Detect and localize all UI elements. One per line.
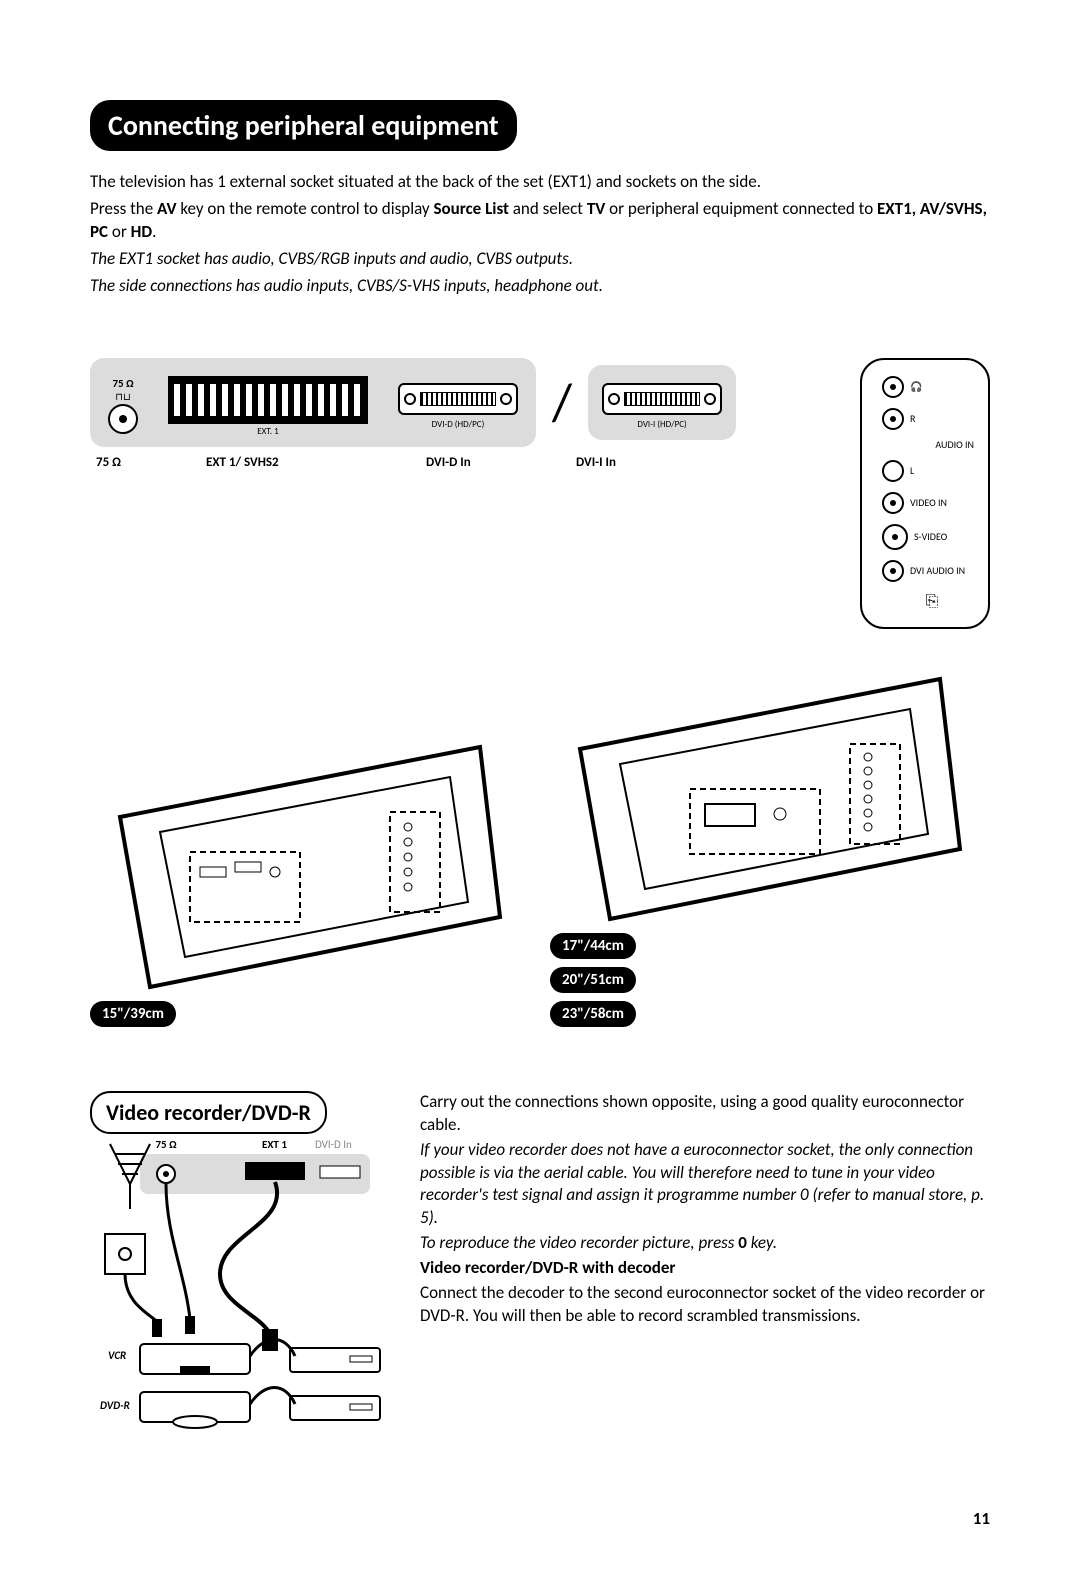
svg-lbl-dvid: DVI-D In (315, 1138, 352, 1151)
vcr-text-block: Carry out the connections shown opposite… (420, 1091, 990, 1328)
headphone-jack-icon (882, 376, 904, 398)
intro-italic-1: The EXT1 socket has audio, CVBS/RGB inpu… (90, 248, 990, 271)
vcr-subheading: Video recorder/DVD-R with decoder (420, 1257, 990, 1280)
intro-para-2: Press the AV key on the remote control t… (90, 198, 990, 244)
vcr-diagram: Video recorder/DVD-R 75 Ω EXT 1 DVI-D In (90, 1091, 390, 1439)
intro-italic-2: The side connections has audio inputs, C… (90, 275, 990, 298)
scart-port-icon (168, 376, 368, 424)
vcr-heading-text: Video recorder/DVD-R (106, 1099, 311, 1126)
side-connector-panel: 🎧 R AUDIO IN L VIDEO IN S-VIDEO DVI AUDI… (860, 358, 990, 629)
page-title-bar: Connecting peripheral equipment (90, 100, 517, 151)
ext1-port-label: EXT. 1 (257, 426, 278, 437)
intro-para-1: The television has 1 external socket sit… (90, 171, 990, 194)
vcr-p1: Carry out the connections shown opposite… (420, 1091, 990, 1137)
coax-port-icon (108, 404, 138, 434)
lbl-75ohm: 75 Ω (96, 455, 146, 470)
lbl-video-in: VIDEO IN (910, 498, 947, 508)
dvi-audio-jack-icon (882, 560, 904, 582)
svg-lbl-dvdr: DVD-R (100, 1399, 130, 1412)
size-pill-23: 23"/58cm (550, 1001, 636, 1027)
ohm-label-top: 75 Ω (112, 378, 133, 389)
vcr-it2: To reproduce the video recorder picture,… (420, 1232, 990, 1255)
connector-diagram-row: 75 Ω ⊓⊔ EXT. 1 DVI-D (HD/PC) (90, 358, 990, 629)
page-title: Connecting peripheral equipment (108, 108, 499, 143)
svideo-jack-icon (882, 524, 908, 550)
audio-r-jack-icon (882, 408, 904, 430)
lbl-l: L (910, 466, 914, 476)
size-pill-17: 17"/44cm (550, 933, 636, 959)
video-in-jack-icon (882, 492, 904, 514)
lbl-audio-in: AUDIO IN (935, 440, 974, 450)
svg-lbl-ext1: EXT 1 (262, 1138, 287, 1151)
size-pill-20: 20"/51cm (550, 967, 636, 993)
lbl-dvid-in: DVI-D In (426, 455, 516, 470)
tv-15in: 15"/39cm (90, 737, 510, 1031)
lbl-dvii-in: DVI-I In (576, 455, 666, 470)
svg-lbl-ohm: 75 Ω (155, 1138, 177, 1151)
lbl-dvi-audio-in: DVI AUDIO IN (910, 566, 965, 576)
lbl-svideo: S-VIDEO (914, 532, 947, 542)
back-panel-main: 75 Ω ⊓⊔ EXT. 1 DVI-D (HD/PC) (90, 358, 536, 447)
page-number: 11 (973, 1508, 990, 1529)
tv-back-svg-15 (90, 737, 510, 997)
size-pill-15: 15"/39cm (90, 1001, 176, 1027)
back-panel-alt: DVI-I (HD/PC) (588, 365, 736, 440)
vcr-wiring-svg: 75 Ω EXT 1 DVI-D In (90, 1134, 390, 1434)
vcr-heading-pill: Video recorder/DVD-R (90, 1091, 327, 1134)
dvi-i-port-label: DVI-I (HD/PC) (637, 419, 686, 430)
separator-slash: / (552, 370, 572, 434)
dvi-i-port-icon (602, 383, 722, 415)
back-panel-labels: 75 Ω EXT 1/ SVHS2 DVI-D In DVI-I In (90, 455, 830, 470)
vcr-it1: If your video recorder does not have a e… (420, 1139, 990, 1231)
lbl-ext1-svhs2: EXT 1/ SVHS2 (206, 455, 366, 470)
lbl-r: R (910, 414, 915, 424)
svg-lbl-vcr: VCR (108, 1349, 126, 1362)
dvi-d-port-label: DVI-D (HD/PC) (432, 419, 485, 430)
card-slot-icon: ⎘ (926, 592, 939, 611)
tv-17-20-23: 17"/44cm 20"/51cm 23"/58cm (550, 669, 970, 1031)
tv-illustrations-row: 15"/39cm 17"/44cm 20"/51cm 23"/58cm (90, 669, 990, 1031)
dvi-d-port-icon (398, 383, 518, 415)
headphone-icon: 🎧 (910, 382, 922, 392)
tv-back-svg-17 (550, 669, 970, 929)
vcr-p2: Connect the decoder to the second euroco… (420, 1282, 990, 1328)
vcr-section: Video recorder/DVD-R 75 Ω EXT 1 DVI-D In (90, 1091, 990, 1439)
audio-l-jack-icon (882, 460, 904, 482)
